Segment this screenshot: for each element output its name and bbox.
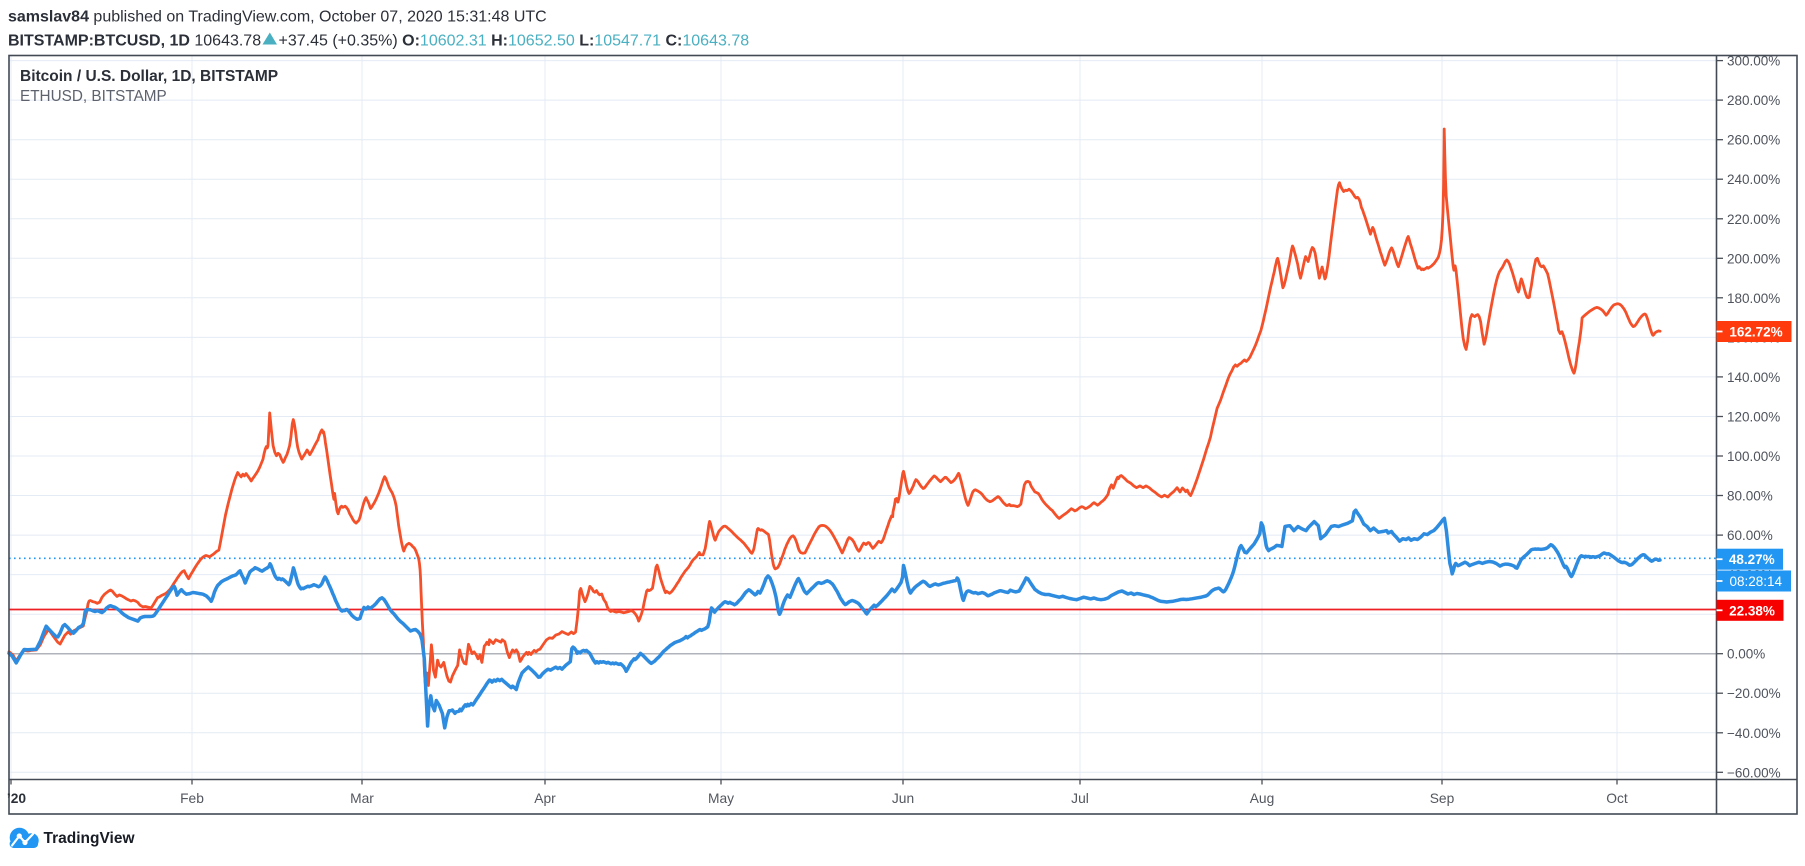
svg-text:100.00%: 100.00% [1727,449,1780,464]
svg-text:0.00%: 0.00% [1727,647,1765,662]
svg-text:ETHUSD, BITSTAMP: ETHUSD, BITSTAMP [20,88,167,105]
svg-text:Aug: Aug [1250,791,1275,806]
svg-text:120.00%: 120.00% [1727,410,1780,425]
svg-text:May: May [708,791,734,806]
svg-text:280.00%: 280.00% [1727,93,1780,108]
svg-text:220.00%: 220.00% [1727,212,1780,227]
svg-text:Apr: Apr [534,791,556,806]
svg-text:200.00%: 200.00% [1727,251,1780,266]
svg-text:Jun: Jun [892,791,914,806]
svg-text:08:28:14: 08:28:14 [1730,574,1783,589]
svg-text:240.00%: 240.00% [1727,172,1780,187]
svg-text:22.38%: 22.38% [1729,603,1775,618]
svg-text:TradingView: TradingView [44,830,136,847]
svg-text:180.00%: 180.00% [1727,291,1780,306]
svg-text:60.00%: 60.00% [1727,528,1773,543]
svg-text:140.00%: 140.00% [1727,370,1780,385]
svg-text:BITSTAMP:BTCUSD, 1D 10643.78: BITSTAMP:BTCUSD, 1D 10643.78 [8,33,261,50]
svg-text:Bitcoin / U.S. Dollar, 1D, BIT: Bitcoin / U.S. Dollar, 1D, BITSTAMP [20,68,278,85]
svg-text:+37.45 (+0.35%) O:10602.31 H:1: +37.45 (+0.35%) O:10602.31 H:10652.50 L:… [279,33,750,50]
svg-text:Feb: Feb [180,791,204,806]
svg-text:’20: ’20 [7,791,27,806]
svg-text:162.72%: 162.72% [1729,325,1782,340]
svg-text:−40.00%: −40.00% [1727,726,1781,741]
svg-text:Sep: Sep [1430,791,1455,806]
svg-text:260.00%: 260.00% [1727,133,1780,148]
svg-text:−60.00%: −60.00% [1727,765,1781,780]
svg-text:80.00%: 80.00% [1727,489,1773,504]
svg-text:−20.00%: −20.00% [1727,686,1781,701]
svg-text:samslav84 published on Trading: samslav84 published on TradingView.com, … [8,9,547,26]
svg-text:300.00%: 300.00% [1727,54,1780,69]
svg-text:Oct: Oct [1606,791,1628,806]
svg-text:Jul: Jul [1071,791,1089,806]
svg-text:Mar: Mar [350,791,374,806]
svg-text:48.27%: 48.27% [1729,552,1775,567]
